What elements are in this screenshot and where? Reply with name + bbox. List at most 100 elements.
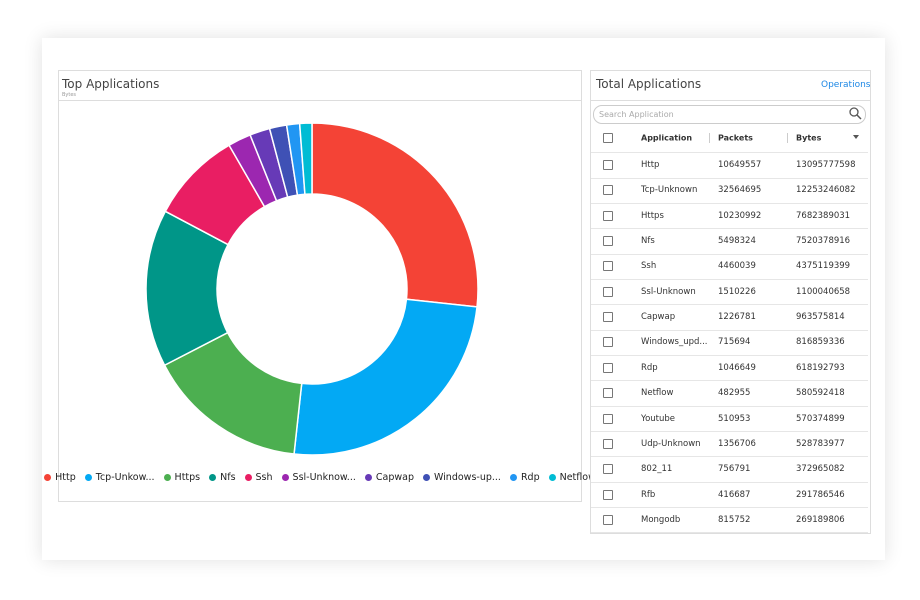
legend-swatch xyxy=(509,474,517,481)
checkbox[interactable] xyxy=(603,388,613,399)
legend-label: Http xyxy=(55,472,76,483)
row-divider xyxy=(591,177,868,179)
legend-item[interactable]: Https xyxy=(163,472,201,483)
search-placeholder: Search Application xyxy=(599,110,674,119)
search-box[interactable] xyxy=(593,105,866,124)
column-divider xyxy=(787,133,788,143)
checkbox[interactable] xyxy=(603,413,613,424)
legend-swatch xyxy=(281,474,289,481)
panel-header xyxy=(59,71,581,101)
table-cell: 5498324 xyxy=(718,236,756,247)
table-cell: 32564695 xyxy=(718,185,762,196)
legend-item[interactable]: Capwap xyxy=(364,472,414,483)
column-header[interactable]: Bytes xyxy=(796,133,822,143)
row-divider xyxy=(591,278,868,280)
table-cell: Capwap xyxy=(641,312,676,323)
legend-item[interactable]: Nfs xyxy=(209,472,236,483)
legend-label: Windows-up... xyxy=(433,472,501,483)
table-cell: Http xyxy=(641,160,660,170)
table-cell: 618192793 xyxy=(796,362,845,373)
table-cell: 1046649 xyxy=(718,362,756,373)
legend-swatch xyxy=(244,474,252,481)
table-cell: Ssl-Unknown xyxy=(641,286,696,297)
table-cell: 963575814 xyxy=(796,312,845,323)
checkbox[interactable] xyxy=(603,337,613,348)
table-cell: Rfb xyxy=(641,489,656,500)
legend-label: Netflow xyxy=(559,472,596,483)
legend-item[interactable]: Ssl-Unknow... xyxy=(281,472,356,483)
legend-item[interactable]: Ssh xyxy=(244,472,273,483)
donut-slice xyxy=(311,122,479,308)
table-cell: 580592418 xyxy=(796,388,845,399)
row-divider xyxy=(591,253,868,255)
table-cell: Netflow xyxy=(641,388,674,399)
legend-item[interactable]: Http xyxy=(44,472,76,483)
legend-swatch xyxy=(422,474,430,481)
table-cell: Windows_upd... xyxy=(641,337,708,348)
legend-item[interactable]: Netflow xyxy=(548,472,596,483)
table-cell: Nfs xyxy=(641,236,655,247)
legend-label: Ssh xyxy=(255,472,273,483)
column-header[interactable]: Application xyxy=(641,133,693,143)
checkbox[interactable] xyxy=(603,362,613,373)
checkbox[interactable] xyxy=(603,286,613,297)
table-cell: 510953 xyxy=(718,413,751,424)
column-header[interactable]: Packets xyxy=(718,133,753,143)
table-cell: 715694 xyxy=(718,337,751,348)
legend-item[interactable]: Tcp-Unkow... xyxy=(84,472,155,483)
table-cell: 756791 xyxy=(718,464,751,475)
legend-swatch xyxy=(209,474,217,481)
table-cell: Https xyxy=(641,210,664,221)
checkbox[interactable] xyxy=(603,514,613,525)
table-cell: 528783977 xyxy=(796,438,845,449)
table-cell: 291786546 xyxy=(796,489,845,500)
table-cell: 1226781 xyxy=(718,312,756,323)
table-cell: Udp-Unknown xyxy=(641,438,701,449)
table-cell: 802_11 xyxy=(641,464,673,475)
chart-title: Top Applications xyxy=(62,77,160,91)
table-cell: 482955 xyxy=(718,388,751,399)
table-cell: 10230992 xyxy=(718,210,762,221)
operations-link[interactable]: Operations xyxy=(821,80,871,90)
row-divider xyxy=(591,481,868,483)
sort-caret[interactable] xyxy=(853,135,859,139)
row-divider xyxy=(591,380,868,382)
legend-label: Tcp-Unkow... xyxy=(95,472,155,483)
checkbox[interactable] xyxy=(603,210,613,221)
checkbox[interactable] xyxy=(603,236,613,247)
table-cell: 4375119399 xyxy=(796,261,851,272)
checkbox[interactable] xyxy=(603,438,613,449)
checkbox[interactable] xyxy=(603,133,613,143)
table-cell: Ssh xyxy=(641,261,657,272)
table-cell: 1100040658 xyxy=(796,286,851,297)
row-divider xyxy=(591,354,868,356)
search-icon[interactable] xyxy=(849,107,862,120)
legend-swatch xyxy=(364,474,372,481)
row-divider xyxy=(591,228,868,230)
legend-label: Nfs xyxy=(220,472,236,483)
table-cell: 10649557 xyxy=(718,160,762,170)
legend-item[interactable]: Windows-up... xyxy=(422,472,501,483)
checkbox[interactable] xyxy=(603,160,613,170)
legend-label: Https xyxy=(174,472,201,483)
table-cell: 7682389031 xyxy=(796,210,851,221)
row-divider xyxy=(591,202,868,204)
table-cell: 12253246082 xyxy=(796,185,856,196)
legend-label: Capwap xyxy=(375,472,414,483)
legend-item[interactable]: Rdp xyxy=(509,472,540,483)
table-cell: 570374899 xyxy=(796,413,845,424)
checkbox[interactable] xyxy=(603,312,613,323)
table-title: Total Applications xyxy=(596,77,702,91)
checkbox[interactable] xyxy=(603,261,613,272)
legend-swatch xyxy=(163,474,171,481)
panel-header xyxy=(591,71,870,101)
checkbox[interactable] xyxy=(603,185,613,196)
table-cell: Rdp xyxy=(641,362,658,373)
checkbox[interactable] xyxy=(603,464,613,475)
table-cell: 4460039 xyxy=(718,261,756,272)
column-divider xyxy=(709,133,710,143)
row-divider xyxy=(591,456,868,458)
table-cell: 13095777598 xyxy=(796,160,856,170)
checkbox[interactable] xyxy=(603,489,613,500)
